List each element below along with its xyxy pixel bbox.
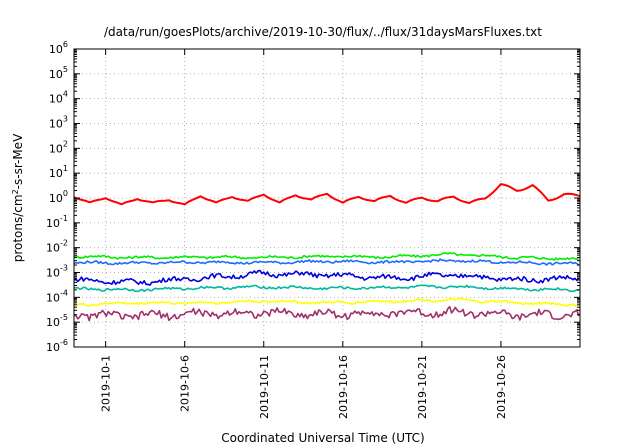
y-axis-ticks: 10-6 10-5 10-4 10-3 10-2 10-1 100 101 102 103 104 1… bbox=[46, 40, 580, 354]
series-line-1 bbox=[73, 252, 579, 261]
y-tick-label: 102 bbox=[49, 139, 68, 155]
chart-title: /data/run/goesPlots/archive/2019-10-30/f… bbox=[104, 25, 542, 39]
x-axis-ticks: 2019-10-1 2019-10-6 2019-10-11 2019-10-16 20… bbox=[100, 49, 508, 419]
y-tick-label: 105 bbox=[49, 65, 68, 81]
series-line-3 bbox=[73, 269, 580, 286]
y-tick-label: 10-3 bbox=[46, 264, 68, 280]
y-tick-label: 100 bbox=[49, 189, 68, 205]
x-tick-label: 2019-10-11 bbox=[258, 355, 271, 419]
series-line-2 bbox=[73, 258, 580, 266]
y-axis-title: protons/cm2-s-sr-MeV bbox=[11, 133, 26, 262]
y-tick-label: 103 bbox=[49, 115, 68, 131]
x-axis-title: Coordinated Universal Time (UTC) bbox=[221, 431, 424, 445]
y-tick-label: 104 bbox=[49, 90, 68, 106]
x-tick-label: 2019-10-16 bbox=[337, 355, 350, 419]
x-tick-label: 2019-10-1 bbox=[100, 355, 113, 412]
y-tick-label: 106 bbox=[49, 40, 68, 56]
series-line-4 bbox=[73, 284, 579, 293]
y-tick-label: 10-2 bbox=[46, 239, 68, 255]
y-tick-label: 101 bbox=[49, 164, 68, 180]
y-tick-label: 10-4 bbox=[46, 288, 68, 304]
y-tick-label: 10-5 bbox=[46, 313, 68, 329]
y-tick-label: 10-6 bbox=[46, 338, 68, 354]
series-line-5 bbox=[73, 297, 579, 307]
series-layer bbox=[73, 183, 581, 322]
x-tick-label: 2019-10-6 bbox=[179, 355, 192, 412]
x-tick-label: 2019-10-26 bbox=[495, 355, 508, 419]
series-line-0 bbox=[73, 183, 581, 206]
x-tick-label: 2019-10-21 bbox=[416, 355, 429, 419]
y-tick-label: 10-1 bbox=[46, 214, 68, 230]
series-line-6 bbox=[73, 305, 580, 322]
